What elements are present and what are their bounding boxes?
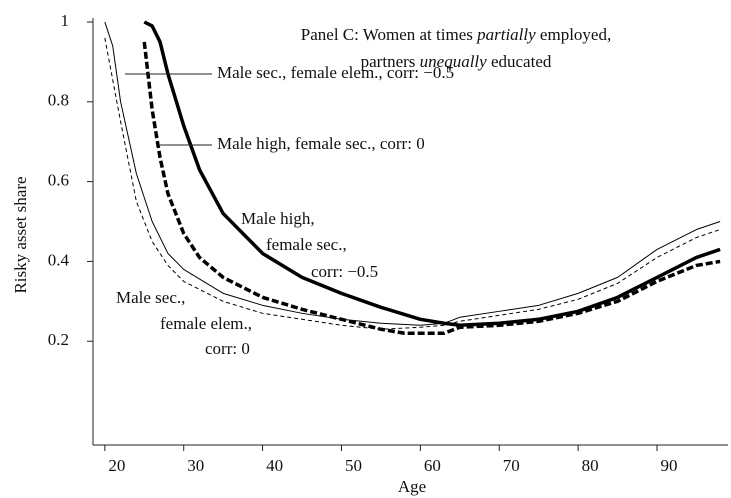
annotation: female elem.,: [160, 314, 252, 333]
annotation: corr: 0: [205, 339, 250, 358]
annotation: Male high, female sec., corr: 0: [217, 134, 425, 153]
x-tick-label: 80: [582, 456, 599, 475]
y-tick-label: 1: [61, 11, 70, 30]
title-segment: educated: [487, 52, 552, 71]
y-tick-label: 0.4: [48, 250, 70, 269]
annotation: Male sec.,: [116, 288, 185, 307]
y-tick-label: 0.8: [48, 91, 69, 110]
annotation: female sec.,: [266, 235, 347, 254]
annotation: Male sec., female elem., corr: −0.5: [217, 63, 454, 82]
title-segment: unequally: [420, 52, 487, 71]
title-segment: Panel C: Women at times: [301, 25, 477, 44]
chart-title: partners unequally educated: [361, 52, 552, 71]
y-tick-label: 0.6: [48, 171, 69, 190]
chart-title: Panel C: Women at times partially employ…: [301, 25, 611, 44]
x-tick-label: 90: [661, 456, 678, 475]
series-line: [143, 20, 721, 328]
x-axis-label: Age: [398, 477, 426, 496]
x-tick-label: 70: [503, 456, 520, 475]
title-segment: partners: [361, 52, 420, 71]
title-segment: employed,: [536, 25, 612, 44]
title-segment: partially: [476, 25, 536, 44]
y-tick-label: 0.2: [48, 330, 69, 349]
x-tick-label: 40: [266, 456, 283, 475]
annotation: corr: −0.5: [311, 262, 378, 281]
series-line: [104, 21, 721, 326]
x-tick-label: 30: [187, 456, 204, 475]
x-tick-label: 20: [108, 456, 125, 475]
series-line: [142, 41, 721, 336]
y-axis-label: Risky asset share: [11, 176, 30, 293]
annotation: Male high,: [241, 209, 315, 228]
x-tick-label: 60: [424, 456, 441, 475]
x-tick-label: 50: [345, 456, 362, 475]
